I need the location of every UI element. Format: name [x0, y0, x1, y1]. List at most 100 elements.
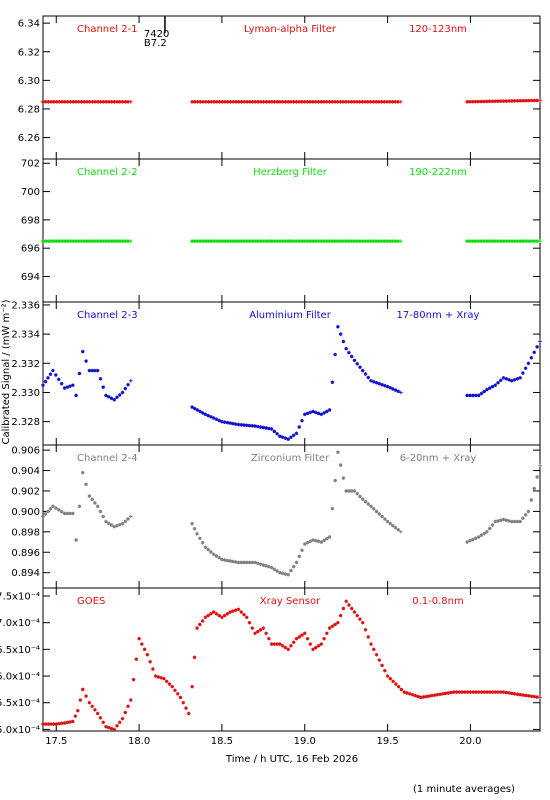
data-point: [300, 100, 304, 104]
data-point: [267, 564, 271, 569]
data-point: [291, 640, 296, 645]
data-point: [322, 239, 326, 243]
data-point: [482, 690, 487, 694]
data-point: [311, 239, 315, 243]
y-tick-label: 0.898: [11, 527, 40, 538]
data-point: [396, 684, 401, 689]
data-point: [302, 631, 307, 636]
data-point: [468, 538, 472, 543]
data-point: [193, 239, 197, 243]
data-point: [126, 382, 130, 387]
data-point: [524, 98, 528, 103]
data-point: [302, 412, 307, 417]
data-point: [319, 642, 324, 646]
data-series-segment: [465, 239, 542, 243]
data-point: [236, 422, 241, 427]
data-point: [487, 690, 492, 694]
data-series-segment: [190, 239, 403, 243]
data-point: [311, 647, 315, 652]
data-point: [482, 531, 487, 536]
data-point: [71, 239, 75, 243]
data-point: [300, 548, 304, 553]
data-point: [93, 239, 97, 243]
data-point: [291, 564, 296, 569]
data-point: [496, 519, 500, 523]
data-point: [120, 390, 125, 395]
data-point: [65, 720, 70, 725]
data-point: [396, 239, 400, 243]
data-point: [289, 644, 293, 648]
data-point: [344, 346, 348, 351]
data-point: [59, 381, 64, 386]
data-point: [71, 511, 75, 516]
data-point: [109, 100, 114, 104]
data-point: [256, 100, 260, 104]
data-point: [48, 372, 53, 377]
x-tick-label: 17.5: [45, 736, 67, 747]
data-point: [349, 100, 354, 104]
data-point: [215, 239, 219, 243]
data-point: [485, 530, 489, 534]
data-point: [327, 100, 332, 104]
data-point: [316, 239, 321, 243]
data-point: [526, 694, 531, 698]
data-point: [206, 239, 211, 243]
data-point: [90, 497, 94, 502]
data-point: [250, 100, 255, 104]
data-point: [399, 530, 403, 534]
data-point: [104, 393, 108, 398]
data-point: [46, 376, 50, 380]
data-point: [156, 675, 161, 679]
data-point: [256, 629, 260, 634]
data-point: [484, 99, 489, 104]
data-point: [369, 378, 373, 383]
data-point: [236, 239, 241, 243]
data-point: [217, 100, 222, 104]
data-point: [532, 239, 537, 243]
data-point: [291, 100, 296, 104]
data-point: [493, 383, 498, 387]
data-point: [393, 239, 398, 243]
data-point: [311, 100, 315, 104]
data-point: [338, 463, 343, 467]
data-point: [80, 349, 85, 354]
data-point: [305, 100, 310, 104]
data-point: [178, 695, 183, 700]
data-point: [206, 413, 210, 418]
data-point: [465, 239, 469, 243]
data-point: [80, 687, 85, 692]
data-point: [357, 100, 362, 104]
data-point: [217, 418, 221, 423]
data-point: [360, 620, 365, 625]
y-tick-label: 6.0x10⁻⁴: [0, 672, 40, 683]
data-point: [476, 690, 481, 694]
data-point: [104, 519, 108, 524]
data-point: [311, 538, 315, 542]
data-point: [203, 412, 208, 417]
panel-filter-label: Xray Sensor: [260, 596, 321, 607]
data-point: [479, 99, 483, 104]
data-point: [305, 540, 310, 545]
data-series-segment: [465, 339, 542, 398]
data-point: [275, 569, 279, 573]
data-point: [465, 690, 470, 694]
data-point: [192, 526, 197, 531]
data-point: [394, 682, 398, 686]
data-series-segment: [41, 239, 133, 243]
data-point: [214, 417, 219, 422]
data-point: [107, 239, 111, 243]
data-point: [308, 539, 313, 544]
data-point: [322, 538, 326, 543]
annotation-line-2: B7.2: [144, 38, 167, 49]
data-point: [338, 100, 343, 104]
y-tick-label: 7.0x10⁻⁴: [0, 618, 40, 629]
data-point: [316, 411, 321, 416]
data-point: [192, 406, 197, 411]
data-point: [226, 100, 230, 104]
data-point: [369, 642, 373, 646]
data-point: [117, 393, 122, 397]
data-point: [162, 676, 166, 681]
data-point: [239, 610, 244, 614]
data-point: [101, 385, 105, 389]
data-point: [289, 435, 293, 440]
